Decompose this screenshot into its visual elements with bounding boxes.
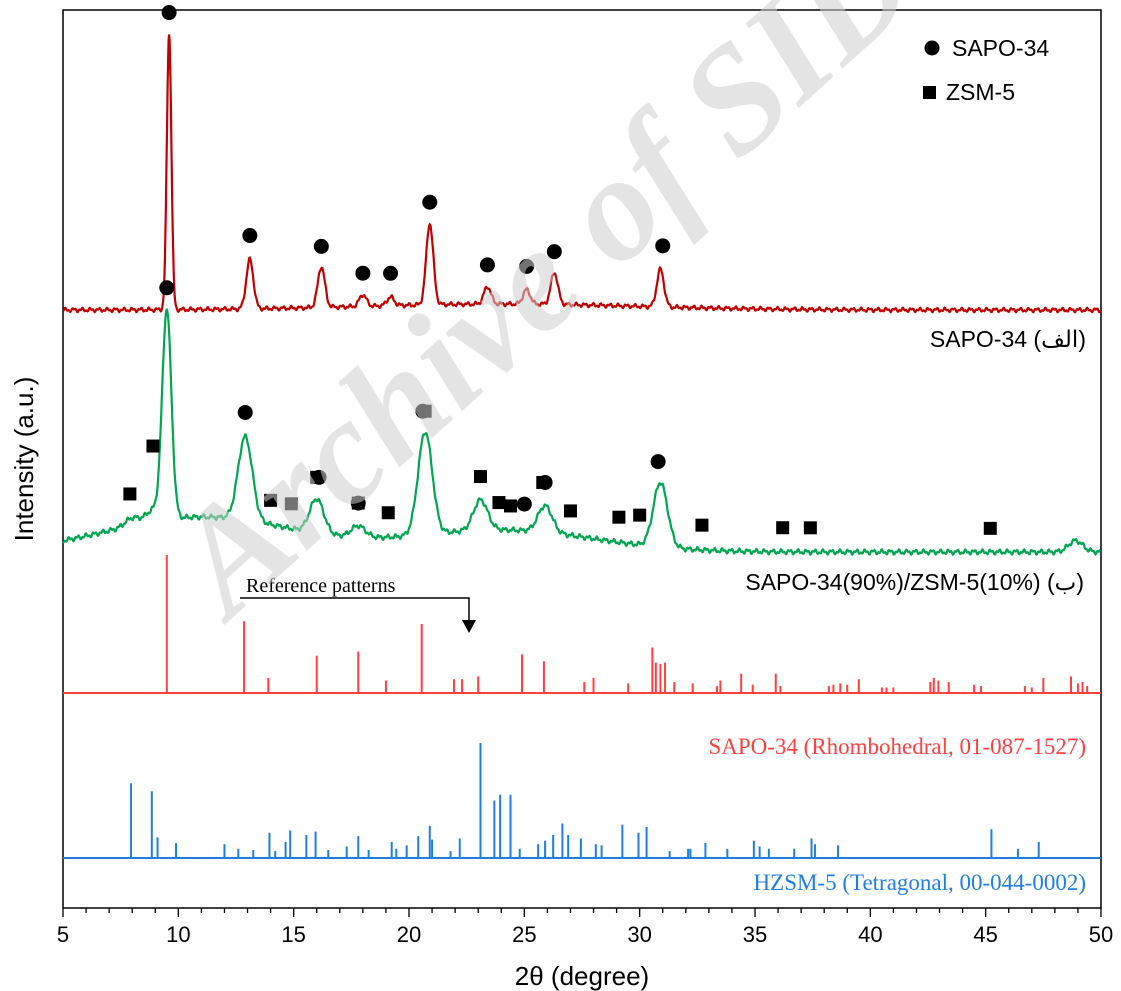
x-tick-label: 45 <box>973 922 997 947</box>
series-sapo34 <box>62 34 1102 314</box>
marker-zsm5 <box>803 521 817 535</box>
marker-sapo34 <box>422 194 438 210</box>
reference-patterns-annotation: Reference patterns <box>240 575 476 633</box>
marker-zsm5 <box>418 404 432 418</box>
x-tick-label: 50 <box>1089 922 1113 947</box>
marker-sapo34 <box>242 228 258 244</box>
marker-sapo34 <box>655 238 671 254</box>
marker-sapo34 <box>516 496 532 512</box>
reference-patterns-text: Reference patterns <box>246 575 396 597</box>
phase-markers <box>123 5 997 535</box>
marker-zsm5 <box>264 493 278 507</box>
x-tick-label: 15 <box>281 922 305 947</box>
x-tick-label: 10 <box>166 922 190 947</box>
x-axis-title: 2θ (degree) <box>515 961 649 991</box>
x-tick-label: 30 <box>627 922 651 947</box>
marker-zsm5 <box>612 510 626 524</box>
legend: SAPO-34 ZSM-5 <box>923 35 1049 105</box>
series-label-sapo34: SAPO-34 (الف) <box>930 326 1086 352</box>
marker-sapo34 <box>650 454 666 470</box>
marker-zsm5 <box>284 497 298 511</box>
x-tick-label: 25 <box>512 922 536 947</box>
marker-zsm5 <box>492 496 506 510</box>
marker-sapo34 <box>546 244 562 260</box>
marker-sapo34 <box>161 5 177 21</box>
annotation-arrow-line <box>240 597 470 622</box>
marker-zsm5 <box>983 521 997 535</box>
x-tick-label: 40 <box>858 922 882 947</box>
marker-zsm5 <box>776 521 790 535</box>
plot-frame <box>62 9 1102 909</box>
pattern-line <box>62 34 1102 314</box>
marker-zsm5 <box>310 470 324 484</box>
marker-sapo34 <box>237 404 253 420</box>
annotation-arrow-head <box>462 620 476 633</box>
legend-label-zsm5: ZSM-5 <box>946 79 1015 105</box>
marker-zsm5 <box>563 504 577 518</box>
marker-zsm5 <box>503 499 517 513</box>
reference-pattern-hzsm5 <box>63 743 1101 859</box>
series-composite <box>62 307 1102 557</box>
marker-zsm5 <box>695 518 709 532</box>
marker-sapo34 <box>159 280 175 296</box>
reference-label-hzsm5: HZSM-5 (Tetragonal, 00-044-0002) <box>754 870 1086 895</box>
series-label-composite: SAPO-34(90%)/ZSM-5(10%) (ب) <box>745 569 1084 595</box>
marker-sapo34 <box>479 257 495 273</box>
legend-label-sapo34: SAPO-34 <box>952 35 1049 61</box>
x-tick-label: 35 <box>743 922 767 947</box>
reference-label-sapo34: SAPO-34 (Rhombohedral, 01-087-1527) <box>708 734 1086 759</box>
x-tick-label: 5 <box>57 922 69 947</box>
marker-zsm5 <box>536 475 550 489</box>
y-axis-title: Intensity (a.u.) <box>9 377 39 542</box>
pattern-line <box>62 307 1102 557</box>
marker-sapo34 <box>355 265 371 281</box>
legend-marker-circle <box>924 40 940 56</box>
marker-zsm5 <box>381 506 395 520</box>
legend-marker-square <box>923 86 936 99</box>
marker-zsm5 <box>351 496 365 510</box>
marker-zsm5 <box>633 508 647 522</box>
reference-pattern-sapo34 <box>63 555 1101 694</box>
marker-sapo34 <box>519 258 535 274</box>
marker-zsm5 <box>474 470 488 484</box>
marker-sapo34 <box>383 265 399 281</box>
x-axis-ticks: 5 10 15 20 25 30 35 40 45 50 <box>57 908 1113 947</box>
marker-sapo34 <box>313 238 329 254</box>
marker-zsm5 <box>146 439 160 453</box>
x-tick-label: 20 <box>397 922 421 947</box>
marker-zsm5 <box>123 487 137 501</box>
